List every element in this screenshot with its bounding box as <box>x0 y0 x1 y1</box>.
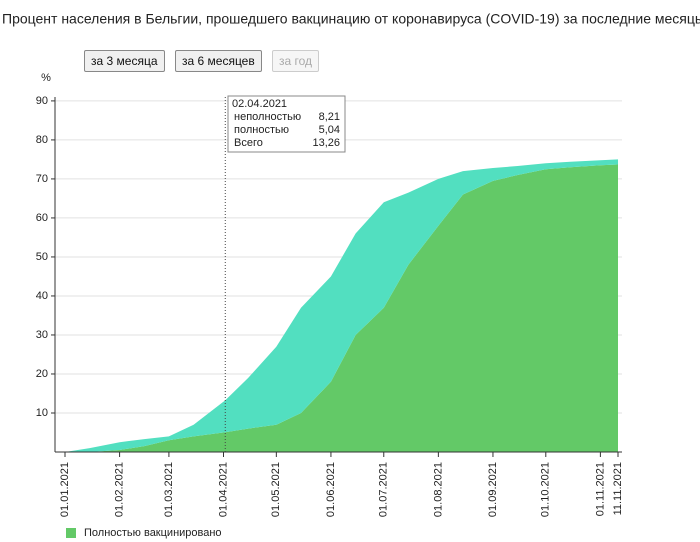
x-tick-label: 01.07.2021 <box>378 462 390 517</box>
y-tick-label: 70 <box>36 173 48 185</box>
tooltip-box <box>227 95 346 153</box>
tooltip-date: 02.04.2021 <box>232 98 287 110</box>
x-tick-label: 01.05.2021 <box>270 462 282 517</box>
area <box>65 159 618 452</box>
x-tick-label: 01.06.2021 <box>325 462 337 517</box>
x-tick-label: 01.01.2021 <box>59 462 71 517</box>
chart-title: Процент населения в Бельгии, прошедшего … <box>2 11 700 27</box>
tooltip-value: 13,26 <box>312 137 340 149</box>
y-tick-label: 40 <box>36 290 48 302</box>
x-tick-label: 01.09.2021 <box>487 462 499 517</box>
y-axis-label: % <box>41 72 51 84</box>
range-button: за год <box>272 50 320 72</box>
range-button[interactable]: за 3 месяца <box>84 50 165 72</box>
y-tick-label: 80 <box>36 134 48 146</box>
x-tick-label: 01.02.2021 <box>114 462 126 517</box>
tooltip-label: неполностью <box>234 111 301 123</box>
y-tick-label: 30 <box>36 329 48 341</box>
tooltip-value: 5,04 <box>319 124 340 136</box>
x-tick-label: 01.04.2021 <box>217 462 229 517</box>
legend-label: Полностью вакцинировано <box>84 527 222 539</box>
x-tick-label: 01.11.2021 <box>594 462 606 516</box>
y-tick-label: 50 <box>36 251 48 263</box>
legend-swatch <box>66 528 76 538</box>
tooltip-label: полностью <box>234 124 289 136</box>
y-tick-label: 10 <box>36 407 48 419</box>
tooltip-value: 8,21 <box>319 111 340 123</box>
x-tick-label: 01.10.2021 <box>540 462 552 517</box>
tooltip-label: Всего <box>234 137 263 149</box>
y-tick-label: 20 <box>36 368 48 380</box>
range-button[interactable]: за 6 месяцев <box>175 50 262 72</box>
x-tick-label: 01.03.2021 <box>163 462 175 517</box>
y-tick-label: 60 <box>36 212 48 224</box>
x-tick-label: 01.08.2021 <box>432 462 444 517</box>
x-tick-label: 11.11.2021 <box>612 462 624 515</box>
area <box>65 164 618 452</box>
y-tick-label: 90 <box>36 95 48 107</box>
